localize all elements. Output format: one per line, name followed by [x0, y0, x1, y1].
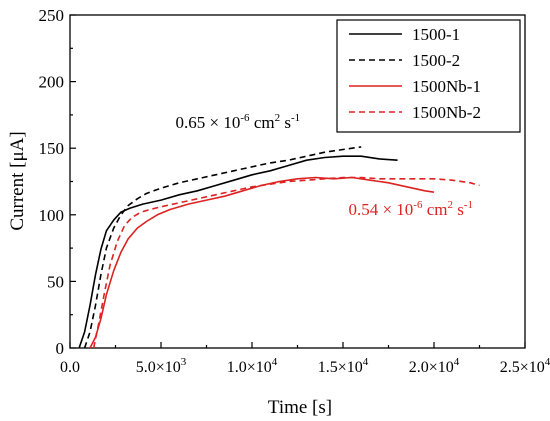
annotations: 0.65 × 10-6 cm2 s-1 0.54 × 10-6 cm2 s-1 — [176, 112, 473, 219]
x-tick-label: 5.0×103 — [136, 356, 187, 376]
x-tick-label: 2.0×104 — [409, 356, 460, 376]
rate-annotation-2: 0.54 × 10-6 cm2 s-1 — [348, 199, 473, 219]
y-tick-label: 150 — [39, 139, 65, 158]
x-tick-label: 2.5×104 — [500, 356, 550, 376]
series-line-1500nb-1 — [89, 176, 435, 349]
x-tick-label: 1.5×104 — [318, 356, 369, 376]
x-axis-label: Time [s] — [268, 397, 332, 418]
y-tick-label: 250 — [39, 6, 65, 25]
y-tick-label: 100 — [39, 206, 65, 225]
y-axis-label: Current [μA] — [7, 131, 28, 230]
x-tick-label: 1.0×104 — [227, 356, 278, 376]
y-tick-label: 200 — [39, 73, 65, 92]
rate-annotation-1: 0.65 × 10-6 cm2 s-1 — [176, 112, 301, 132]
legend-label: 1500Nb-2 — [412, 103, 481, 122]
series-line-1500nb-2 — [92, 176, 480, 349]
legend-label: 1500-1 — [412, 25, 460, 44]
series-line-1500-1 — [78, 155, 398, 349]
legend-label: 1500-2 — [412, 51, 460, 70]
series-layer — [78, 146, 480, 349]
legend-box — [336, 19, 521, 133]
x-axis-ticks: 0.0 5.0×103 1.0×104 1.5×104 2.0×104 2.5×104 — [60, 342, 550, 376]
legend-label: 1500Nb-1 — [412, 77, 481, 96]
x-tick-label: 0.0 — [60, 359, 80, 376]
y-tick-label: 0 — [56, 339, 65, 358]
y-tick-label: 50 — [47, 272, 64, 291]
y-axis-ticks: 0 50 100 150 200 250 — [39, 6, 76, 358]
legend: 1500-1 1500-2 1500Nb-1 1500Nb-2 — [336, 19, 521, 133]
